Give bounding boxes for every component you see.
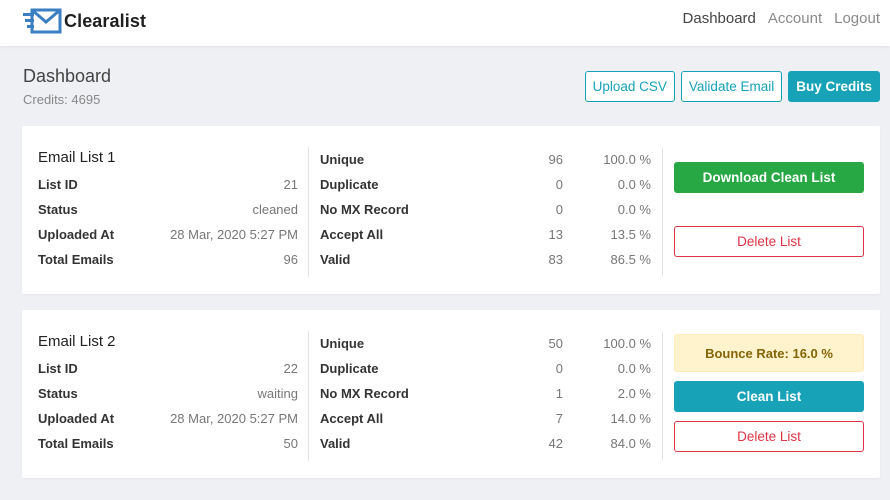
validate-email-button[interactable]: Validate Email — [680, 71, 783, 102]
stat-count-valid: 83 — [548, 252, 563, 267]
stat-label-accept-all: Accept All — [320, 411, 384, 426]
total-emails-label: Total Emails — [38, 252, 114, 267]
stat-label-unique: Unique — [320, 152, 365, 167]
stat-pct-accept-all: 13.5 % — [610, 227, 651, 242]
delete-list-button[interactable]: Delete List — [674, 226, 864, 257]
stat-pct-duplicate: 0.0 % — [617, 361, 651, 376]
brand[interactable]: Clearalist — [22, 6, 146, 36]
stat-count-duplicate: 0 — [555, 177, 563, 192]
stat-count-valid: 42 — [548, 436, 563, 451]
download-clean-list-button[interactable]: Download Clean List — [674, 162, 864, 193]
total-emails-value: 50 — [283, 436, 298, 451]
stat-label-no-mx: No MX Record — [320, 202, 409, 217]
credits-line: Credits: 4695 — [23, 92, 100, 107]
stat-pct-unique: 100.0 % — [603, 336, 651, 351]
nav-links: Dashboard Account Logout — [671, 10, 880, 27]
column-divider — [308, 331, 309, 461]
nav-dashboard[interactable]: Dashboard — [682, 10, 756, 27]
nav-logout[interactable]: Logout — [834, 10, 880, 27]
list-id-label: List ID — [38, 361, 78, 376]
stat-pct-accept-all: 14.0 % — [610, 411, 651, 426]
uploaded-at-label: Uploaded At — [38, 227, 115, 242]
stat-count-duplicate: 0 — [555, 361, 563, 376]
uploaded-at-value: 28 Mar, 2020 5:27 PM — [170, 227, 298, 242]
list-id-value: 22 — [283, 361, 298, 376]
envelope-logo-icon — [23, 8, 62, 34]
credits-label: Credits: — [23, 92, 68, 107]
credits-value: 4695 — [71, 92, 101, 107]
stat-count-unique: 50 — [548, 336, 563, 351]
stat-count-no-mx: 1 — [555, 386, 563, 401]
status-label: Status — [38, 386, 78, 401]
total-emails-value: 96 — [283, 252, 298, 267]
list-title: Email List 1 — [38, 149, 116, 166]
stat-label-duplicate: Duplicate — [320, 177, 379, 192]
uploaded-at-value: 28 Mar, 2020 5:27 PM — [170, 411, 298, 426]
stat-label-valid: Valid — [320, 436, 351, 451]
status-value: waiting — [257, 386, 298, 401]
list-id-label: List ID — [38, 177, 78, 192]
brand-name: Clearalist — [64, 10, 147, 31]
buy-credits-button[interactable]: Buy Credits — [788, 71, 880, 102]
stat-pct-duplicate: 0.0 % — [617, 177, 651, 192]
stat-count-unique: 96 — [548, 152, 563, 167]
stat-label-no-mx: No MX Record — [320, 386, 409, 401]
status-value: cleaned — [252, 202, 298, 217]
column-divider — [662, 147, 663, 277]
stat-label-valid: Valid — [320, 252, 351, 267]
column-divider — [308, 147, 309, 277]
stat-pct-unique: 100.0 % — [603, 152, 651, 167]
stat-count-accept-all: 13 — [548, 227, 563, 242]
email-list-card: Email List 1 List ID 21 Status cleaned U… — [22, 126, 880, 294]
list-title: Email List 2 — [38, 333, 116, 350]
header-actions: Upload CSV Validate Email Buy Credits — [579, 71, 880, 102]
status-label: Status — [38, 202, 78, 217]
stat-label-unique: Unique — [320, 336, 365, 351]
bounce-rate-alert: Bounce Rate: 16.0 % — [674, 334, 864, 372]
email-list-card: Email List 2 List ID 22 Status waiting U… — [22, 310, 880, 478]
stat-pct-valid: 86.5 % — [610, 252, 651, 267]
clean-list-button[interactable]: Clean List — [674, 381, 864, 412]
uploaded-at-label: Uploaded At — [38, 411, 115, 426]
navbar: Clearalist Dashboard Account Logout — [0, 0, 890, 46]
upload-csv-button[interactable]: Upload CSV — [584, 71, 675, 102]
stat-pct-no-mx: 2.0 % — [617, 386, 651, 401]
nav-account[interactable]: Account — [767, 10, 823, 27]
stat-label-duplicate: Duplicate — [320, 361, 379, 376]
column-divider — [662, 331, 663, 461]
stat-count-no-mx: 0 — [555, 202, 563, 217]
list-id-value: 21 — [283, 177, 298, 192]
total-emails-label: Total Emails — [38, 436, 114, 451]
stat-count-accept-all: 7 — [555, 411, 563, 426]
stat-pct-no-mx: 0.0 % — [617, 202, 651, 217]
stat-pct-valid: 84.0 % — [610, 436, 651, 451]
delete-list-button[interactable]: Delete List — [674, 421, 864, 452]
stat-label-accept-all: Accept All — [320, 227, 384, 242]
page-title: Dashboard — [23, 66, 112, 86]
